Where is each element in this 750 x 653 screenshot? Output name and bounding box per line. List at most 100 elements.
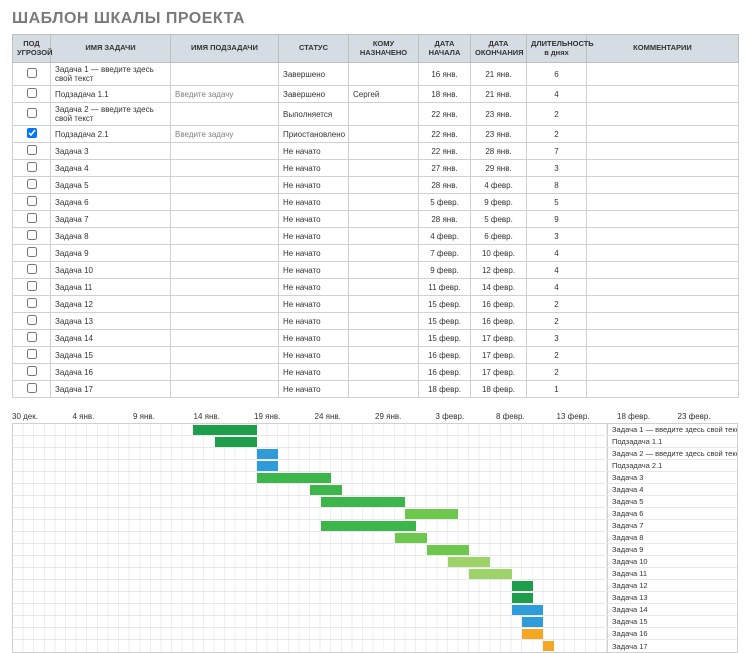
cell-subtask[interactable] [171, 313, 279, 330]
cell-status[interactable]: Не начато [279, 296, 349, 313]
cell-subtask[interactable] [171, 330, 279, 347]
risk-checkbox[interactable] [27, 213, 37, 223]
cell-duration[interactable]: 2 [527, 296, 587, 313]
cell-subtask[interactable] [171, 364, 279, 381]
risk-checkbox[interactable] [27, 128, 37, 138]
cell-end[interactable]: 17 февр. [471, 364, 527, 381]
cell-start[interactable]: 15 февр. [419, 330, 471, 347]
risk-checkbox[interactable] [27, 315, 37, 325]
cell-comments[interactable] [587, 364, 739, 381]
cell-subtask[interactable] [171, 228, 279, 245]
cell-status[interactable]: Не начато [279, 313, 349, 330]
cell-end[interactable]: 29 янв. [471, 160, 527, 177]
cell-task[interactable]: Задача 2 — введите здесь свой текст [51, 103, 171, 126]
cell-assigned[interactable] [349, 160, 419, 177]
cell-duration[interactable]: 2 [527, 364, 587, 381]
cell-status[interactable]: Не начато [279, 228, 349, 245]
cell-status[interactable]: Не начато [279, 262, 349, 279]
cell-subtask[interactable] [171, 245, 279, 262]
cell-duration[interactable]: 6 [527, 63, 587, 86]
cell-start[interactable]: 5 февр. [419, 194, 471, 211]
cell-status[interactable]: Не начато [279, 364, 349, 381]
cell-comments[interactable] [587, 126, 739, 143]
cell-task[interactable]: Задача 6 [51, 194, 171, 211]
cell-assigned[interactable] [349, 126, 419, 143]
cell-comments[interactable] [587, 228, 739, 245]
cell-task[interactable]: Задача 16 [51, 364, 171, 381]
cell-assigned[interactable] [349, 63, 419, 86]
cell-task[interactable]: Задача 7 [51, 211, 171, 228]
cell-subtask[interactable] [171, 194, 279, 211]
cell-status[interactable]: Не начато [279, 245, 349, 262]
cell-subtask[interactable] [171, 381, 279, 398]
cell-duration[interactable]: 7 [527, 143, 587, 160]
cell-subtask[interactable] [171, 211, 279, 228]
cell-comments[interactable] [587, 296, 739, 313]
cell-task[interactable]: Задача 4 [51, 160, 171, 177]
cell-end[interactable]: 4 февр. [471, 177, 527, 194]
risk-checkbox[interactable] [27, 230, 37, 240]
risk-checkbox[interactable] [27, 349, 37, 359]
cell-comments[interactable] [587, 86, 739, 103]
cell-assigned[interactable] [349, 347, 419, 364]
cell-assigned[interactable] [349, 103, 419, 126]
cell-task[interactable]: Задача 8 [51, 228, 171, 245]
cell-start[interactable]: 11 февр. [419, 279, 471, 296]
risk-checkbox[interactable] [27, 383, 37, 393]
cell-assigned[interactable] [349, 330, 419, 347]
cell-status[interactable]: Не начато [279, 347, 349, 364]
cell-assigned[interactable] [349, 177, 419, 194]
cell-duration[interactable]: 5 [527, 194, 587, 211]
cell-comments[interactable] [587, 177, 739, 194]
cell-end[interactable]: 10 февр. [471, 245, 527, 262]
cell-end[interactable]: 21 янв. [471, 86, 527, 103]
cell-duration[interactable]: 2 [527, 126, 587, 143]
cell-duration[interactable]: 4 [527, 279, 587, 296]
cell-comments[interactable] [587, 347, 739, 364]
cell-task[interactable]: Подзадача 2.1 [51, 126, 171, 143]
cell-start[interactable]: 15 февр. [419, 313, 471, 330]
cell-comments[interactable] [587, 143, 739, 160]
cell-status[interactable]: Не начато [279, 381, 349, 398]
cell-task[interactable]: Задача 5 [51, 177, 171, 194]
risk-checkbox[interactable] [27, 366, 37, 376]
cell-comments[interactable] [587, 381, 739, 398]
cell-comments[interactable] [587, 313, 739, 330]
cell-comments[interactable] [587, 211, 739, 228]
cell-end[interactable]: 16 февр. [471, 296, 527, 313]
cell-status[interactable]: Не начато [279, 211, 349, 228]
cell-subtask[interactable] [171, 177, 279, 194]
cell-duration[interactable]: 1 [527, 381, 587, 398]
risk-checkbox[interactable] [27, 108, 37, 118]
cell-status[interactable]: Не начато [279, 160, 349, 177]
cell-end[interactable]: 18 февр. [471, 381, 527, 398]
cell-assigned[interactable] [349, 313, 419, 330]
cell-start[interactable]: 16 февр. [419, 364, 471, 381]
cell-start[interactable]: 7 февр. [419, 245, 471, 262]
cell-subtask[interactable] [171, 143, 279, 160]
cell-start[interactable]: 16 янв. [419, 63, 471, 86]
cell-task[interactable]: Задача 9 [51, 245, 171, 262]
cell-subtask[interactable] [171, 262, 279, 279]
cell-subtask[interactable] [171, 63, 279, 86]
cell-task[interactable]: Задача 15 [51, 347, 171, 364]
risk-checkbox[interactable] [27, 88, 37, 98]
cell-start[interactable]: 28 янв. [419, 211, 471, 228]
risk-checkbox[interactable] [27, 247, 37, 257]
cell-comments[interactable] [587, 279, 739, 296]
cell-end[interactable]: 17 февр. [471, 330, 527, 347]
cell-start[interactable]: 16 февр. [419, 347, 471, 364]
cell-subtask[interactable] [171, 279, 279, 296]
risk-checkbox[interactable] [27, 145, 37, 155]
cell-end[interactable]: 14 февр. [471, 279, 527, 296]
cell-subtask[interactable] [171, 103, 279, 126]
cell-comments[interactable] [587, 63, 739, 86]
cell-end[interactable]: 5 февр. [471, 211, 527, 228]
cell-end[interactable]: 12 февр. [471, 262, 527, 279]
cell-task[interactable]: Задача 3 [51, 143, 171, 160]
cell-status[interactable]: Не начато [279, 143, 349, 160]
cell-task[interactable]: Подзадача 1.1 [51, 86, 171, 103]
cell-assigned[interactable] [349, 211, 419, 228]
cell-task[interactable]: Задача 10 [51, 262, 171, 279]
cell-assigned[interactable] [349, 364, 419, 381]
